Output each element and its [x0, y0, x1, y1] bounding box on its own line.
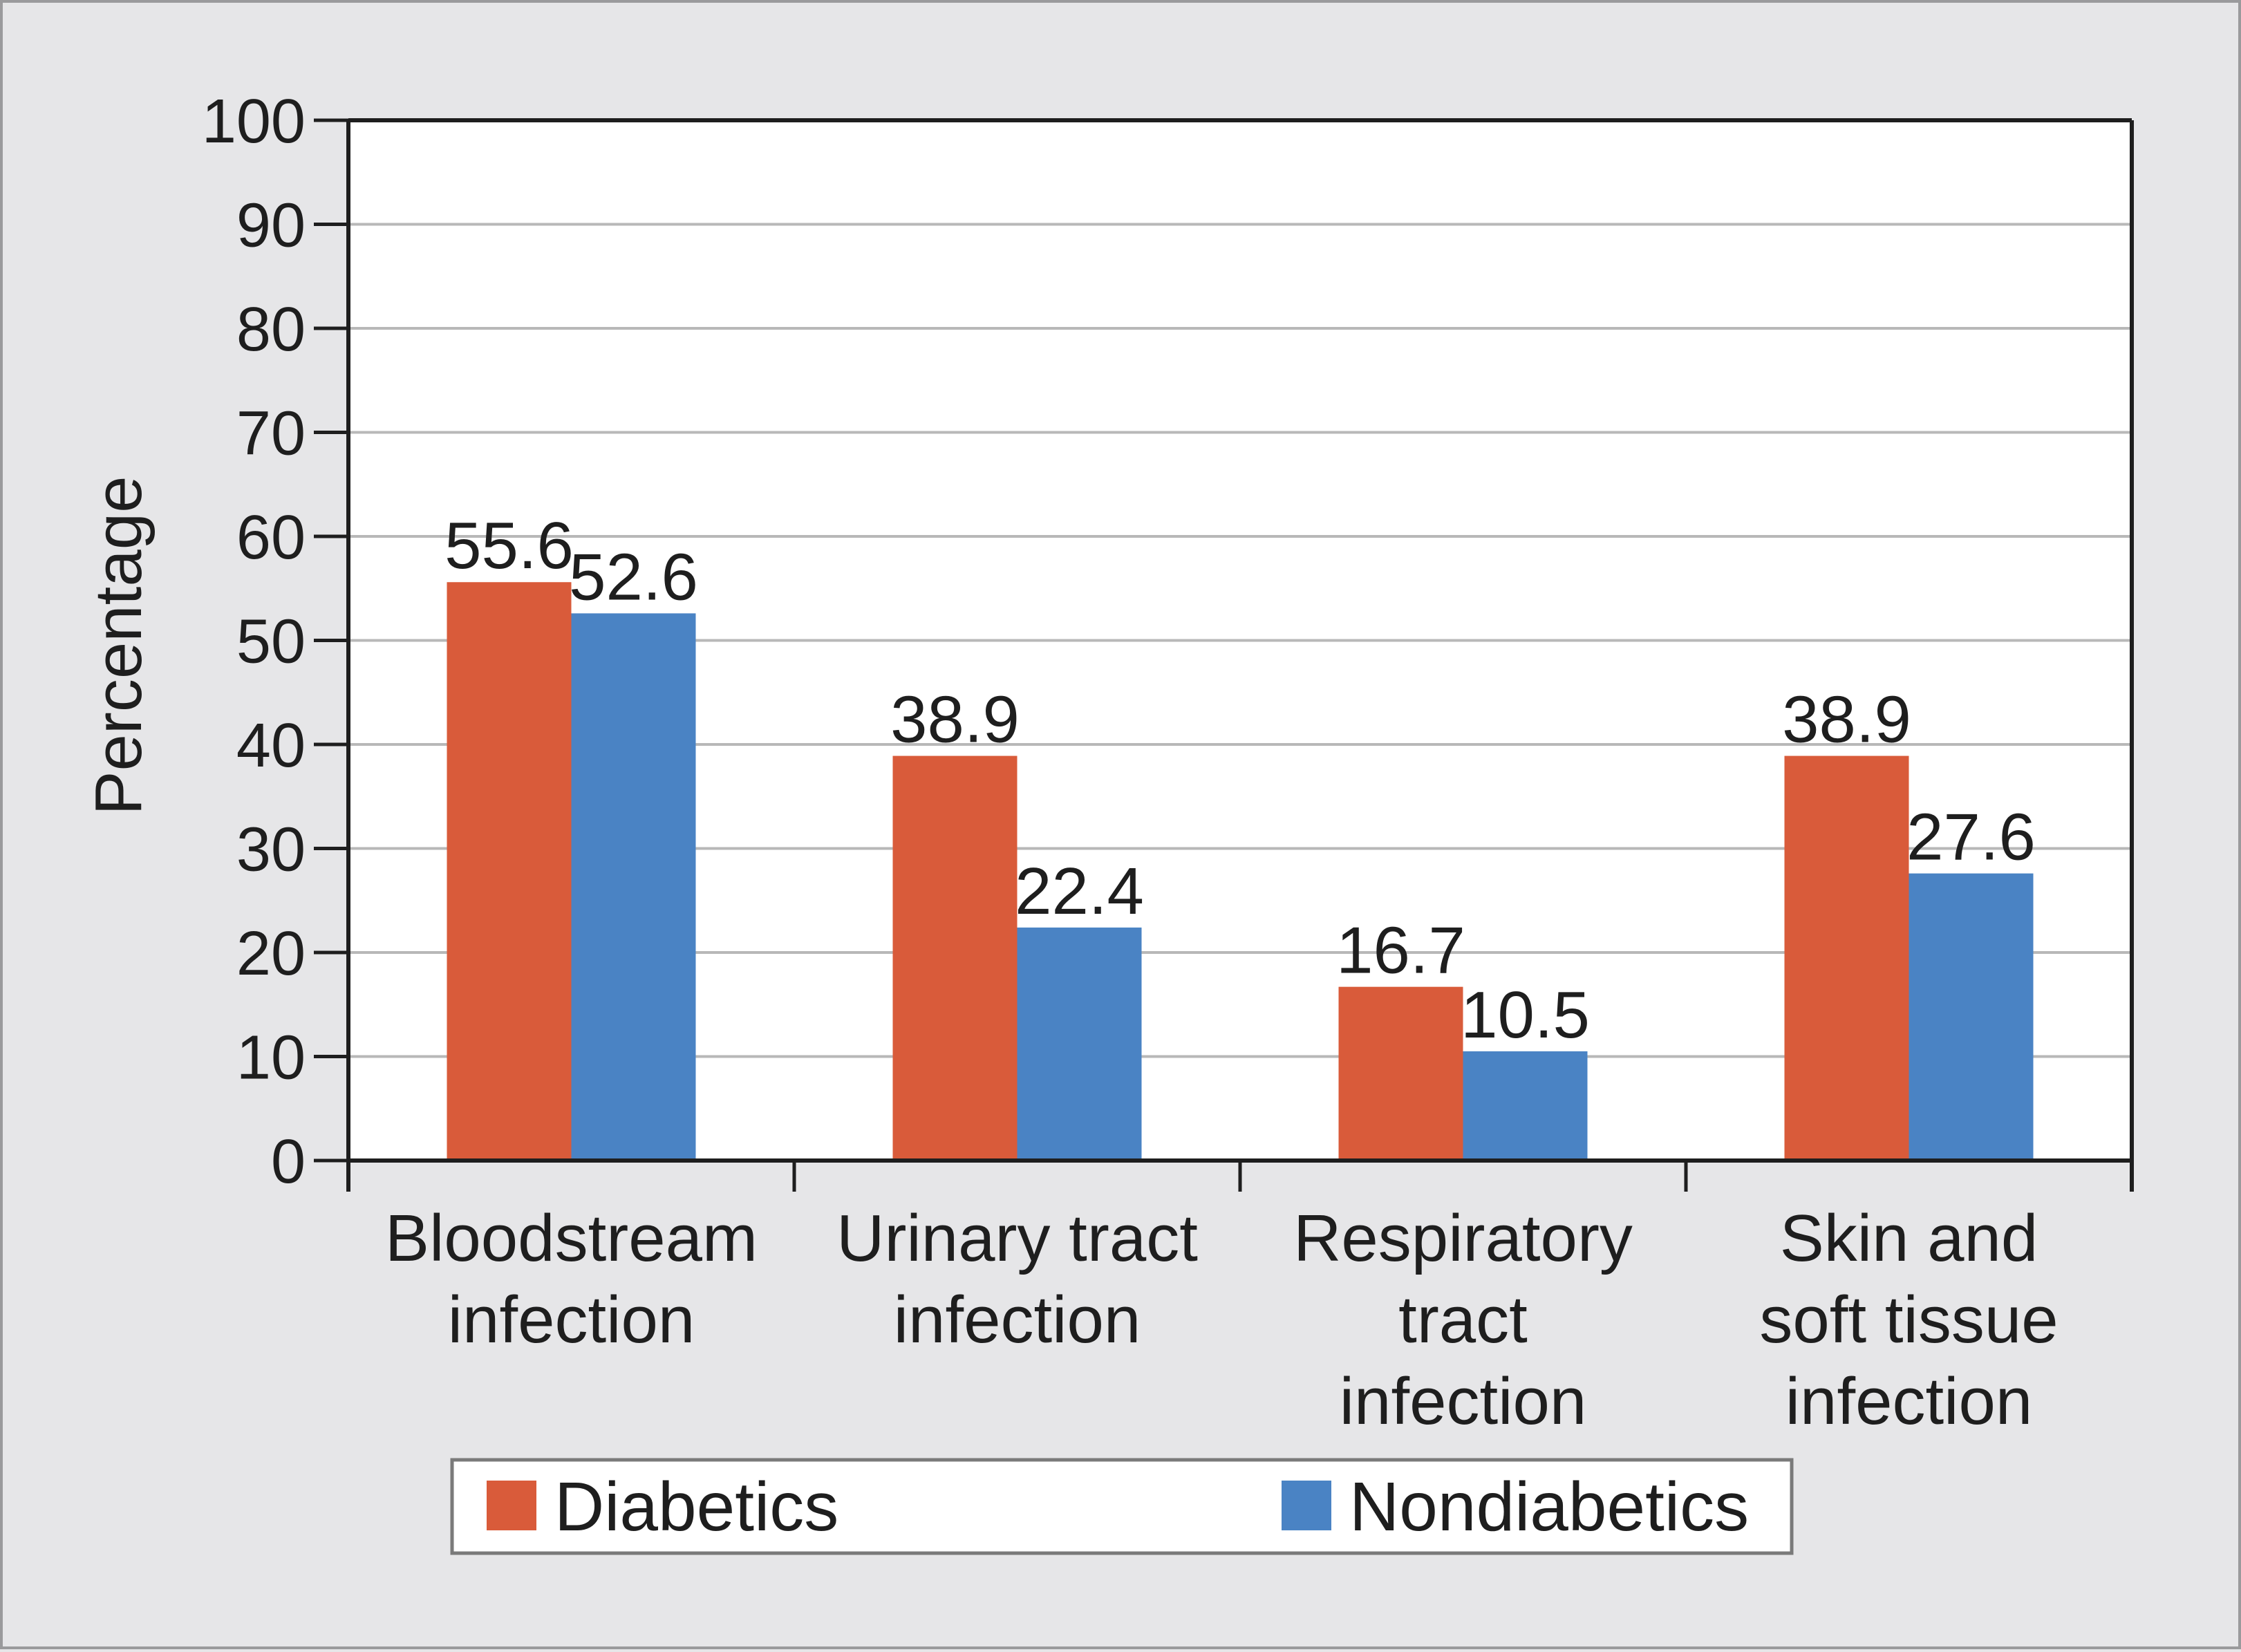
y-tick-label: 60: [236, 503, 306, 572]
bar-diabetics: [1784, 755, 1909, 1161]
category-label: Skin and: [1780, 1201, 2038, 1275]
bar-chart: 0 10 20 30 40 50 60 70 80 90 100 55.6 38.9 16.7 38.9 52…: [82, 87, 2134, 1555]
y-tick-label: 50: [236, 608, 306, 677]
category-label: tract: [1398, 1283, 1528, 1357]
category-label: infection: [894, 1283, 1141, 1357]
data-label: 38.9: [1782, 683, 1911, 757]
y-tick-label: 80: [236, 295, 306, 364]
category-label: infection: [448, 1283, 695, 1357]
legend-swatch: [487, 1481, 536, 1530]
category-label: Respiratory: [1293, 1201, 1633, 1275]
data-label: 55.6: [444, 509, 574, 583]
bar-nondiabetics: [571, 613, 696, 1161]
legend: Diabetics Nondiabetics: [450, 1458, 1794, 1555]
category-label: infection: [1340, 1364, 1587, 1438]
data-label: 10.5: [1461, 978, 1590, 1052]
y-tick-label: 90: [236, 191, 306, 261]
legend-box: [450, 1458, 1794, 1555]
axes: [314, 118, 2134, 1192]
category-label: infection: [1785, 1364, 2033, 1438]
data-label: 22.4: [1015, 854, 1144, 928]
y-tick-label: 40: [236, 711, 306, 780]
bar-nondiabetics: [1463, 1051, 1588, 1161]
bar-diabetics: [1338, 986, 1463, 1161]
legend-label: Nondiabetics: [1349, 1468, 1749, 1546]
bar-nondiabetics: [1909, 873, 2034, 1161]
y-tick-label: 0: [271, 1127, 306, 1196]
bar-nondiabetics: [1017, 927, 1142, 1161]
y-tick-label: 10: [236, 1024, 306, 1093]
y-tick-label: 100: [202, 87, 306, 156]
labels: 0 10 20 30 40 50 60 70 80 90 100 55.6 38.9 16.7 38.9 52…: [202, 87, 2059, 1438]
data-label: 52.6: [569, 540, 698, 614]
bars: [447, 582, 2034, 1161]
category-label: Bloodstream: [385, 1201, 758, 1275]
bar-diabetics: [447, 582, 572, 1161]
y-tick-label: 70: [236, 400, 306, 469]
category-label: soft tissue: [1759, 1283, 2058, 1357]
data-label: 38.9: [890, 683, 1020, 757]
y-tick-label: 20: [236, 919, 306, 988]
y-tick-label: 30: [236, 816, 306, 885]
legend-label: Diabetics: [554, 1468, 838, 1546]
category-label: Urinary tract: [836, 1201, 1198, 1275]
y-axis-title: Percentage: [82, 476, 156, 815]
bar-diabetics: [892, 755, 1018, 1161]
data-label: 16.7: [1336, 914, 1465, 988]
data-label: 27.6: [1906, 800, 2036, 874]
legend-swatch: [1282, 1481, 1331, 1530]
